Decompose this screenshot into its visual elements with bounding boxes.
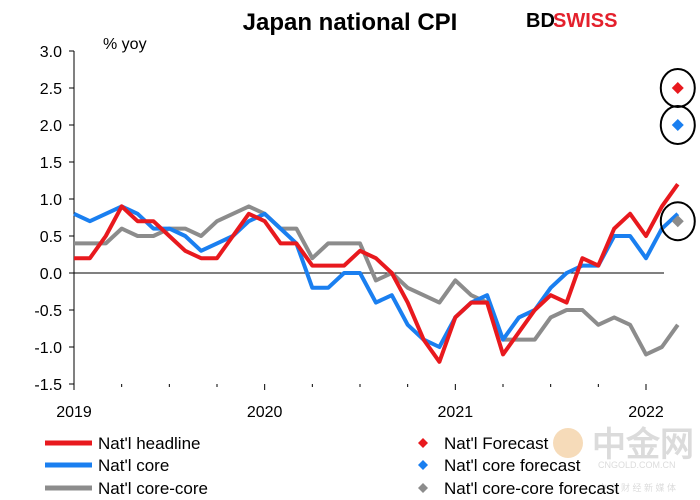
forecast-marker	[671, 119, 684, 131]
y-axis-label: % yoy	[103, 36, 147, 53]
watermark-sub-text: 中 文 财 经 新 媒 体	[598, 482, 676, 493]
brand-swiss-text: SWISS	[553, 10, 617, 32]
brand-bd-text: BD	[526, 10, 555, 32]
watermark-main-text: 中金网	[592, 425, 694, 464]
x-tick-label: 2021	[438, 404, 474, 421]
y-tick-label: -0.5	[34, 303, 62, 320]
forecast-points	[659, 68, 696, 242]
x-tick-label: 2022	[628, 404, 664, 421]
series-line-nat-l-core-core	[74, 204, 680, 357]
forecast-marker	[671, 215, 684, 228]
forecast-marker	[671, 82, 684, 94]
legend-label: Nat'l core forecast	[444, 456, 581, 475]
forecast-highlight-circle	[659, 201, 696, 242]
watermark-url-text: CNGOLD.COM.CN	[598, 460, 676, 470]
legend-label: Nat'l Forecast	[444, 434, 549, 453]
y-tick-label: 3.0	[40, 44, 62, 61]
legend: Nat'l headline Nat'l core Nat'l core-core N…	[45, 434, 619, 498]
y-tick-label: -1.5	[34, 377, 62, 394]
legend-swatch-diamond	[418, 438, 428, 448]
series-lines	[73, 183, 680, 364]
watermark-logo-icon	[553, 428, 583, 458]
x-axis-ticks: 2019 2020 2021 2022	[56, 384, 664, 421]
y-tick-label: 0.5	[40, 229, 62, 246]
x-tick-label: 2020	[247, 404, 283, 421]
legend-label: Nat'l core-core	[98, 479, 208, 498]
legend-label: Nat'l core	[98, 456, 169, 475]
forecast-highlight-circle	[659, 105, 696, 145]
legend-swatch-diamond	[418, 460, 428, 470]
y-tick-label: 1.5	[40, 155, 62, 172]
x-tick-label: 2019	[56, 404, 92, 421]
y-axis-ticks: 3.0 2.5 2.0 1.5 1.0 0.5 0.0 -0.5 -1.0 -1.5	[34, 44, 74, 394]
y-tick-label: 0.0	[40, 266, 62, 283]
chart-title: Japan national CPI	[243, 9, 458, 36]
legend-swatch-diamond	[418, 483, 428, 493]
y-tick-label: 1.0	[40, 192, 62, 209]
y-tick-label: -1.0	[34, 340, 62, 357]
legend-label: Nat'l headline	[98, 434, 200, 453]
series-line-nat-l-headline	[74, 183, 680, 364]
brand-logo: BD SWISS	[526, 10, 617, 32]
legend-label: Nat'l core-core forecast	[444, 479, 619, 498]
y-tick-label: 2.0	[40, 118, 62, 135]
watermark: 中金网 CNGOLD.COM.CN 中 文 财 经 新 媒 体	[553, 425, 694, 493]
y-tick-label: 2.5	[40, 81, 62, 98]
